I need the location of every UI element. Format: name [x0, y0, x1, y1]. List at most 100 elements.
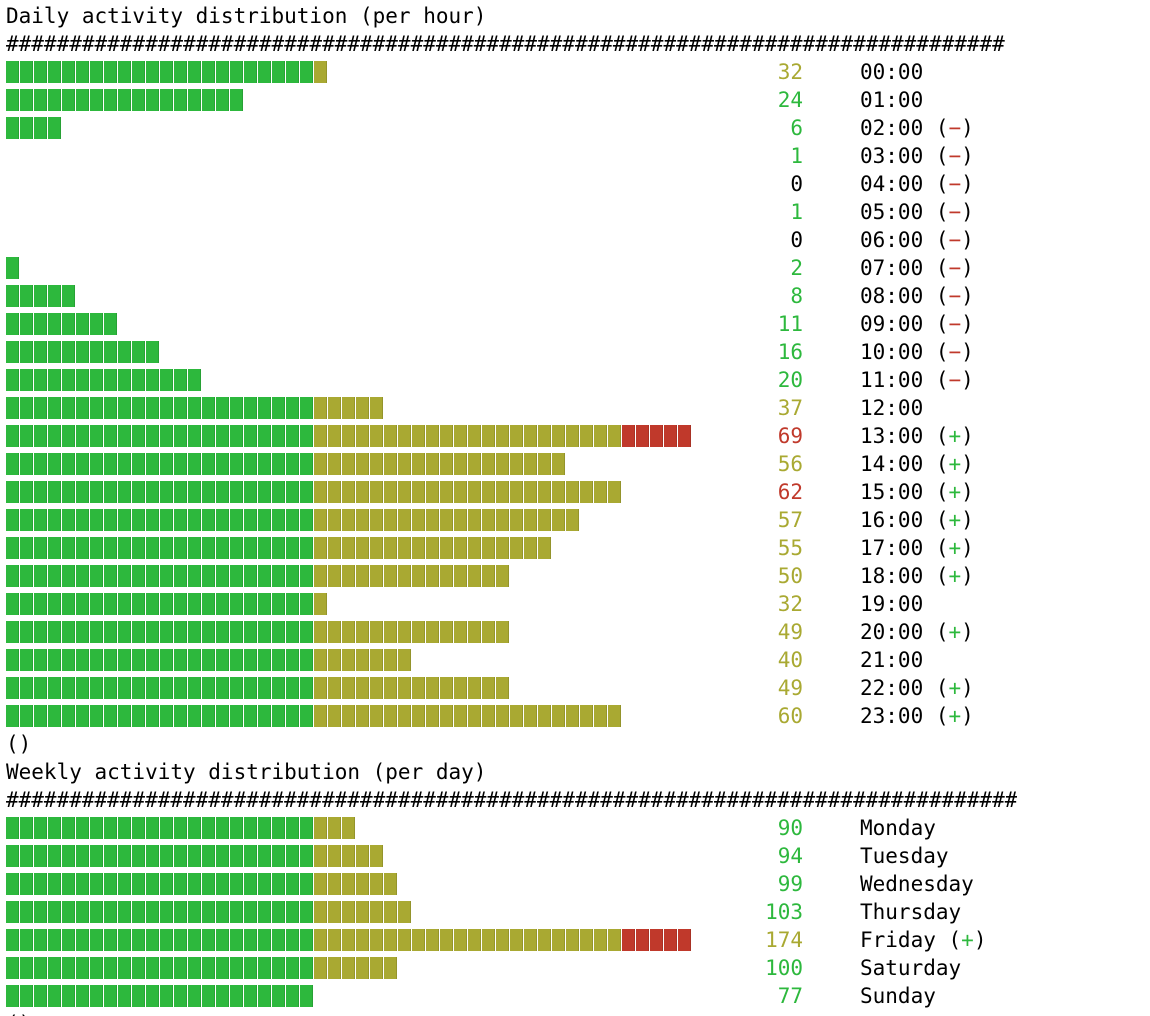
daily-bar-cell — [34, 649, 47, 671]
daily-bar-cell — [440, 425, 453, 447]
daily-bar-cell — [160, 677, 173, 699]
daily-bar-cell — [146, 537, 159, 559]
daily-bar-cell — [454, 677, 467, 699]
daily-bar-cell — [90, 453, 103, 475]
daily-bar-cell — [482, 425, 495, 447]
daily-bar-cell — [90, 425, 103, 447]
daily-bar-cell — [188, 369, 201, 391]
daily-bar-cell — [48, 537, 61, 559]
daily-bar-cell — [622, 425, 635, 447]
daily-bar-cell — [552, 481, 565, 503]
weekly-bar-cell — [230, 901, 243, 923]
daily-bar-cell — [20, 537, 33, 559]
daily-bar-cell — [244, 453, 257, 475]
weekly-bar-cell — [34, 929, 47, 951]
daily-bar-cell — [202, 397, 215, 419]
daily-bar-cell — [48, 565, 61, 587]
daily-bar-cell — [62, 61, 75, 83]
daily-bar-cell — [34, 61, 47, 83]
weekly-bar-cell — [146, 845, 159, 867]
daily-row: 69 13:00 (+) — [0, 422, 1150, 450]
weekly-value-label: 77 — [777, 984, 803, 1008]
weekly-bar-cell — [300, 901, 313, 923]
daily-bar-cell — [412, 425, 425, 447]
daily-bar-cell — [174, 593, 187, 615]
daily-bar-cell — [76, 509, 89, 531]
weekly-bar-cell — [76, 929, 89, 951]
daily-bar-cell — [356, 621, 369, 643]
daily-bar-cell — [20, 481, 33, 503]
daily-row: 1 03:00 (−) — [0, 142, 1150, 170]
daily-bar-cell — [314, 425, 327, 447]
plus-mark: + — [948, 452, 962, 476]
weekly-bar-cell — [146, 817, 159, 839]
daily-bar-cell — [300, 705, 313, 727]
daily-bar-cell — [48, 61, 61, 83]
daily-bar-cell — [370, 565, 383, 587]
daily-bar-cell — [6, 89, 19, 111]
daily-bar-cell — [552, 425, 565, 447]
weekly-bar — [6, 957, 398, 979]
weekly-bar-cell — [216, 873, 229, 895]
daily-bar-cell — [230, 565, 243, 587]
daily-bar-cell — [76, 313, 89, 335]
weekly-bar-cell — [258, 901, 271, 923]
weekly-bar-cell — [496, 929, 509, 951]
daily-bar — [6, 313, 118, 335]
daily-category-text: 22:00 — [860, 676, 924, 700]
daily-bar-cell — [314, 397, 327, 419]
daily-category-text: 05:00 — [860, 200, 924, 224]
daily-bar-cell — [132, 481, 145, 503]
weekly-bar-cell — [104, 901, 117, 923]
weekly-bar-cell — [286, 929, 299, 951]
daily-bar-cell — [370, 649, 383, 671]
daily-row: 49 22:00 (+) — [0, 674, 1150, 702]
daily-bar-cell — [440, 481, 453, 503]
daily-bar-cell — [328, 677, 341, 699]
weekly-bar-cell — [118, 817, 131, 839]
daily-bar-cell — [454, 537, 467, 559]
daily-bar-cell — [76, 61, 89, 83]
daily-bar-cell — [6, 649, 19, 671]
daily-bar-cell — [188, 621, 201, 643]
daily-bar-cell — [118, 89, 131, 111]
daily-bar-cell — [34, 593, 47, 615]
daily-bar-cell — [188, 649, 201, 671]
weekly-bar-cell — [202, 873, 215, 895]
daily-category-label: 10:00 (−) — [860, 338, 974, 366]
daily-bar-cell — [328, 649, 341, 671]
weekly-bar-cell — [62, 901, 75, 923]
daily-trend-mark: (+) — [923, 536, 974, 560]
daily-bar-cell — [412, 509, 425, 531]
daily-bar-cell — [300, 61, 313, 83]
weekly-bar-cell — [188, 817, 201, 839]
daily-bar-cell — [90, 649, 103, 671]
weekly-value-label: 90 — [777, 816, 803, 840]
weekly-bar-cell — [650, 929, 663, 951]
weekly-bar-cell — [160, 929, 173, 951]
weekly-bar-cell — [34, 901, 47, 923]
daily-bar-cell — [384, 565, 397, 587]
daily-bar-cell — [104, 677, 117, 699]
weekly-bar-cell — [244, 985, 257, 1007]
daily-bar-cell — [202, 705, 215, 727]
weekly-bar-cell — [202, 845, 215, 867]
daily-bar-cell — [48, 593, 61, 615]
daily-bar-cell — [6, 397, 19, 419]
daily-bar-cell — [188, 425, 201, 447]
weekly-bar-cell — [20, 873, 33, 895]
daily-bar-cell — [454, 425, 467, 447]
daily-bar-cell — [454, 705, 467, 727]
daily-bar-cell — [370, 425, 383, 447]
daily-bar-cell — [482, 481, 495, 503]
daily-bar-cell — [286, 677, 299, 699]
weekly-bar-cell — [678, 929, 691, 951]
daily-bar-cell — [412, 621, 425, 643]
daily-bar-cell — [216, 705, 229, 727]
daily-bar-cell — [482, 565, 495, 587]
daily-bar-cell — [104, 453, 117, 475]
weekly-value-label: 100 — [765, 956, 803, 980]
daily-bar-cell — [132, 537, 145, 559]
daily-bar-cell — [426, 621, 439, 643]
daily-bar-cell — [538, 425, 551, 447]
